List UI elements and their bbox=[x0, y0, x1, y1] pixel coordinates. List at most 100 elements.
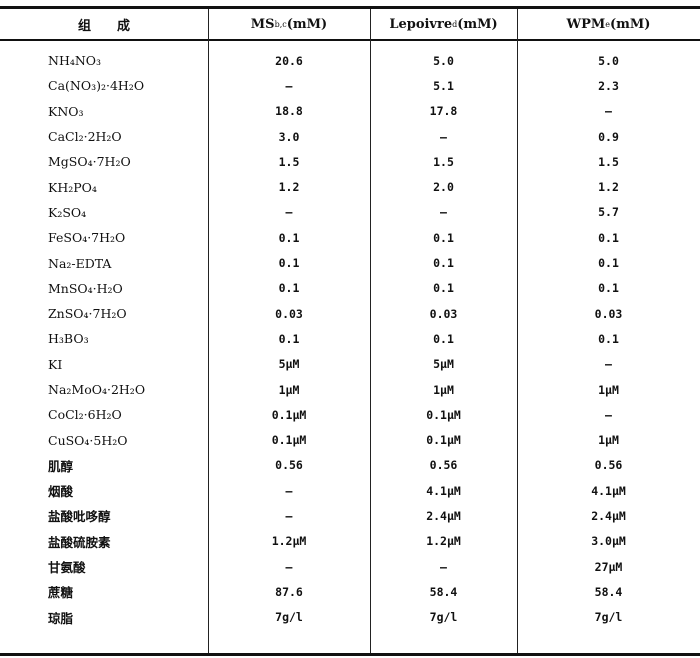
component-cell: KI bbox=[48, 356, 63, 372]
table-row: 盐酸吡哆醇 — 2.4μM 2.4μM bbox=[0, 503, 700, 528]
wpm-cell: 1μM bbox=[598, 382, 619, 397]
wpm-cell: — bbox=[605, 407, 612, 422]
lepoivre-cell: 1.2μM bbox=[426, 534, 461, 549]
lepoivre-cell: 0.1 bbox=[433, 256, 454, 271]
column-divider bbox=[370, 9, 371, 653]
table-row: Na₂-EDTA 0.1 0.1 0.1 bbox=[0, 250, 700, 275]
table-row: NH₄NO₃ 20.6 5.0 5.0 bbox=[0, 48, 700, 73]
table-row: Na₂MoO₄·2H₂O 1μM 1μM 1μM bbox=[0, 377, 700, 402]
table-row: ZnSO₄·7H₂O 0.03 0.03 0.03 bbox=[0, 301, 700, 326]
ms-cell: — bbox=[285, 205, 293, 220]
lepoivre-cell: 0.1 bbox=[433, 331, 454, 346]
table-row: CaCl₂·2H₂O 3.0 — 0.9 bbox=[0, 124, 700, 149]
component-cell: 甘氨酸 bbox=[48, 560, 86, 576]
component-cell: Na₂-EDTA bbox=[48, 255, 112, 271]
component-cell: CaCl₂·2H₂O bbox=[48, 129, 122, 145]
ms-cell: 3.0 bbox=[278, 129, 300, 144]
ms-unit: (mM) bbox=[286, 16, 328, 32]
lepoivre-cell: — bbox=[440, 559, 447, 574]
component-cell: CuSO₄·5H₂O bbox=[48, 432, 128, 448]
table-bottom-rule bbox=[0, 653, 700, 656]
ms-cell: 1μM bbox=[278, 382, 300, 397]
ms-cell: — bbox=[285, 78, 293, 93]
lepoivre-cell: 2.0 bbox=[433, 180, 454, 195]
table-row: Ca(NO₃)₂·4H₂O — 5.1 2.3 bbox=[0, 73, 700, 98]
lepoivre-cell: 1.5 bbox=[433, 154, 454, 169]
ms-cell: — bbox=[285, 508, 293, 523]
table-row: CoCl₂·6H₂O 0.1μM 0.1μM — bbox=[0, 402, 700, 427]
wpm-cell: — bbox=[605, 104, 612, 119]
table-row: 甘氨酸 — — 27μM bbox=[0, 554, 700, 579]
wpm-cell: 5.0 bbox=[598, 53, 619, 68]
lepoivre-cell: 5.1 bbox=[433, 78, 454, 93]
component-cell: MgSO₄·7H₂O bbox=[48, 154, 131, 170]
table-row: H₃BO₃ 0.1 0.1 0.1 bbox=[0, 326, 700, 351]
wpm-cell: 1.2 bbox=[598, 180, 619, 195]
wpm-cell: 27μM bbox=[594, 559, 623, 574]
table-row: 烟酸 — 4.1μM 4.1μM bbox=[0, 478, 700, 503]
ms-cell: 0.56 bbox=[275, 458, 303, 473]
ms-cell: — bbox=[285, 483, 293, 498]
ms-cell: 0.1μM bbox=[271, 407, 307, 422]
wpm-cell: 3.0μM bbox=[591, 534, 626, 549]
lepoivre-cell: 0.56 bbox=[429, 458, 458, 473]
header-ms: MS b,c (mM) bbox=[208, 9, 370, 39]
lepoivre-cell: 4.1μM bbox=[426, 483, 461, 498]
lepoivre-cell: 2.4μM bbox=[426, 508, 461, 523]
component-cell: ZnSO₄·7H₂O bbox=[48, 306, 127, 322]
wpm-cell: 1.5 bbox=[598, 154, 619, 169]
component-cell: H₃BO₃ bbox=[48, 331, 89, 347]
lepoivre-cell: 17.8 bbox=[429, 104, 458, 119]
column-divider bbox=[517, 9, 518, 653]
ms-cell: 87.6 bbox=[275, 584, 303, 599]
component-cell: MnSO₄·H₂O bbox=[48, 280, 123, 296]
table-row: MnSO₄·H₂O 0.1 0.1 0.1 bbox=[0, 276, 700, 301]
component-cell: 盐酸硫胺素 bbox=[48, 534, 111, 550]
lepoivre-cell: 7g/l bbox=[429, 610, 458, 625]
ms-cell: 0.1μM bbox=[271, 433, 307, 448]
ms-cell: 20.6 bbox=[275, 53, 303, 68]
lepoivre-cell: 0.1μM bbox=[426, 407, 461, 422]
ms-sup: b,c bbox=[274, 19, 287, 29]
ms-cell: 5μM bbox=[278, 357, 300, 372]
wpm-cell: 0.03 bbox=[594, 306, 623, 321]
component-cell: 盐酸吡哆醇 bbox=[48, 509, 111, 525]
wpm-unit: (mM) bbox=[610, 16, 651, 32]
wpm-cell: 2.3 bbox=[598, 78, 619, 93]
wpm-cell: 0.1 bbox=[598, 331, 619, 346]
lepoivre-cell: 5.0 bbox=[433, 53, 454, 68]
table-body: NH₄NO₃ 20.6 5.0 5.0 Ca(NO₃)₂·4H₂O — 5.1 2.3 KNO₃… bbox=[0, 48, 700, 630]
table-top-rule bbox=[0, 6, 700, 9]
component-cell: KH₂PO₄ bbox=[48, 179, 97, 195]
wpm-cell: 0.1 bbox=[598, 281, 619, 296]
wpm-cell: — bbox=[605, 357, 612, 372]
table-row: KNO₃ 18.8 17.8 — bbox=[0, 99, 700, 124]
column-divider bbox=[208, 9, 209, 653]
table-row: 琼脂 7g/l 7g/l 7g/l bbox=[0, 605, 700, 630]
ms-cell: 0.03 bbox=[275, 306, 303, 321]
lepoivre-cell: 5μM bbox=[433, 357, 454, 372]
wpm-cell: 58.4 bbox=[594, 584, 623, 599]
component-cell: K₂SO₄ bbox=[48, 204, 87, 220]
ms-cell: 0.1 bbox=[278, 230, 300, 245]
component-cell: 琼脂 bbox=[48, 610, 74, 626]
wpm-cell: 0.1 bbox=[598, 230, 619, 245]
header-component: 组 成 bbox=[77, 18, 130, 34]
wpm-cell: 4.1μM bbox=[591, 483, 626, 498]
table-row: FeSO₄·7H₂O 0.1 0.1 0.1 bbox=[0, 225, 700, 250]
component-cell: KNO₃ bbox=[48, 103, 84, 119]
lepoivre-cell: 0.1 bbox=[433, 230, 454, 245]
wpm-cell: 1μM bbox=[598, 433, 619, 448]
ms-cell: 1.5 bbox=[278, 154, 300, 169]
ms-cell: 0.1 bbox=[278, 281, 300, 296]
table-row: 肌醇 0.56 0.56 0.56 bbox=[0, 453, 700, 478]
component-cell: 蔗糖 bbox=[48, 585, 74, 601]
component-cell: 烟酸 bbox=[48, 484, 74, 500]
ms-label: MS bbox=[250, 16, 275, 32]
table-row: KI 5μM 5μM — bbox=[0, 352, 700, 377]
lep-unit: (mM) bbox=[457, 16, 498, 32]
ms-cell: 7g/l bbox=[275, 610, 303, 625]
table-row: 蔗糖 87.6 58.4 58.4 bbox=[0, 579, 700, 604]
lepoivre-cell: 0.03 bbox=[429, 306, 458, 321]
table-row: CuSO₄·5H₂O 0.1μM 0.1μM 1μM bbox=[0, 427, 700, 452]
